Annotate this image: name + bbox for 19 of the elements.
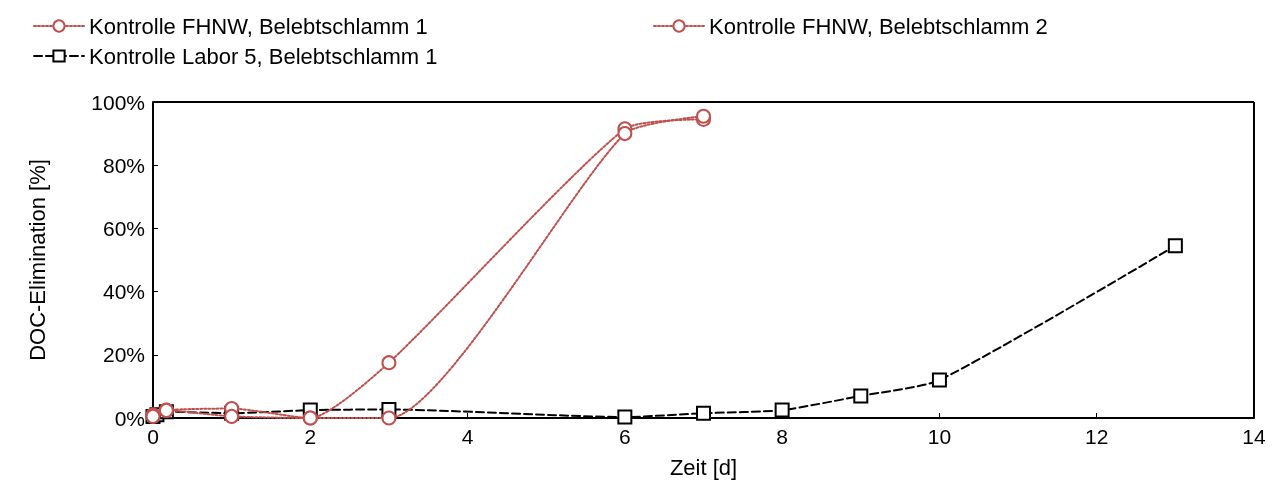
- x-tick-label: 4: [461, 425, 474, 448]
- x-tick-label: 10: [927, 425, 952, 448]
- x-tick-label: 0: [147, 425, 159, 448]
- y-tick-label: 100%: [91, 90, 145, 114]
- x-tick-label: 14: [1242, 425, 1266, 448]
- x-tick-label: 12: [1085, 425, 1109, 448]
- x-tick-label: 6: [619, 425, 631, 448]
- y-axis-title: DOC-Elimination [%]: [24, 159, 50, 361]
- y-tick-label: 20%: [102, 343, 145, 367]
- y-tick-label: 0%: [114, 406, 145, 430]
- x-tick-label: 2: [304, 425, 317, 448]
- y-tick-label: 80%: [102, 153, 145, 177]
- x-axis-title: Zeit [d]: [669, 454, 738, 480]
- legend-label: Kontrolle FHNW, Belebtschlamm 2: [709, 13, 1048, 39]
- y-tick-label: 40%: [102, 280, 145, 304]
- y-tick-label: 60%: [102, 216, 145, 240]
- x-tick-label: 8: [776, 425, 788, 448]
- legend-label: Kontrolle Labor 5, Belebtschlamm 1: [89, 43, 438, 69]
- legend-label: Kontrolle FHNW, Belebtschlamm 1: [89, 13, 428, 39]
